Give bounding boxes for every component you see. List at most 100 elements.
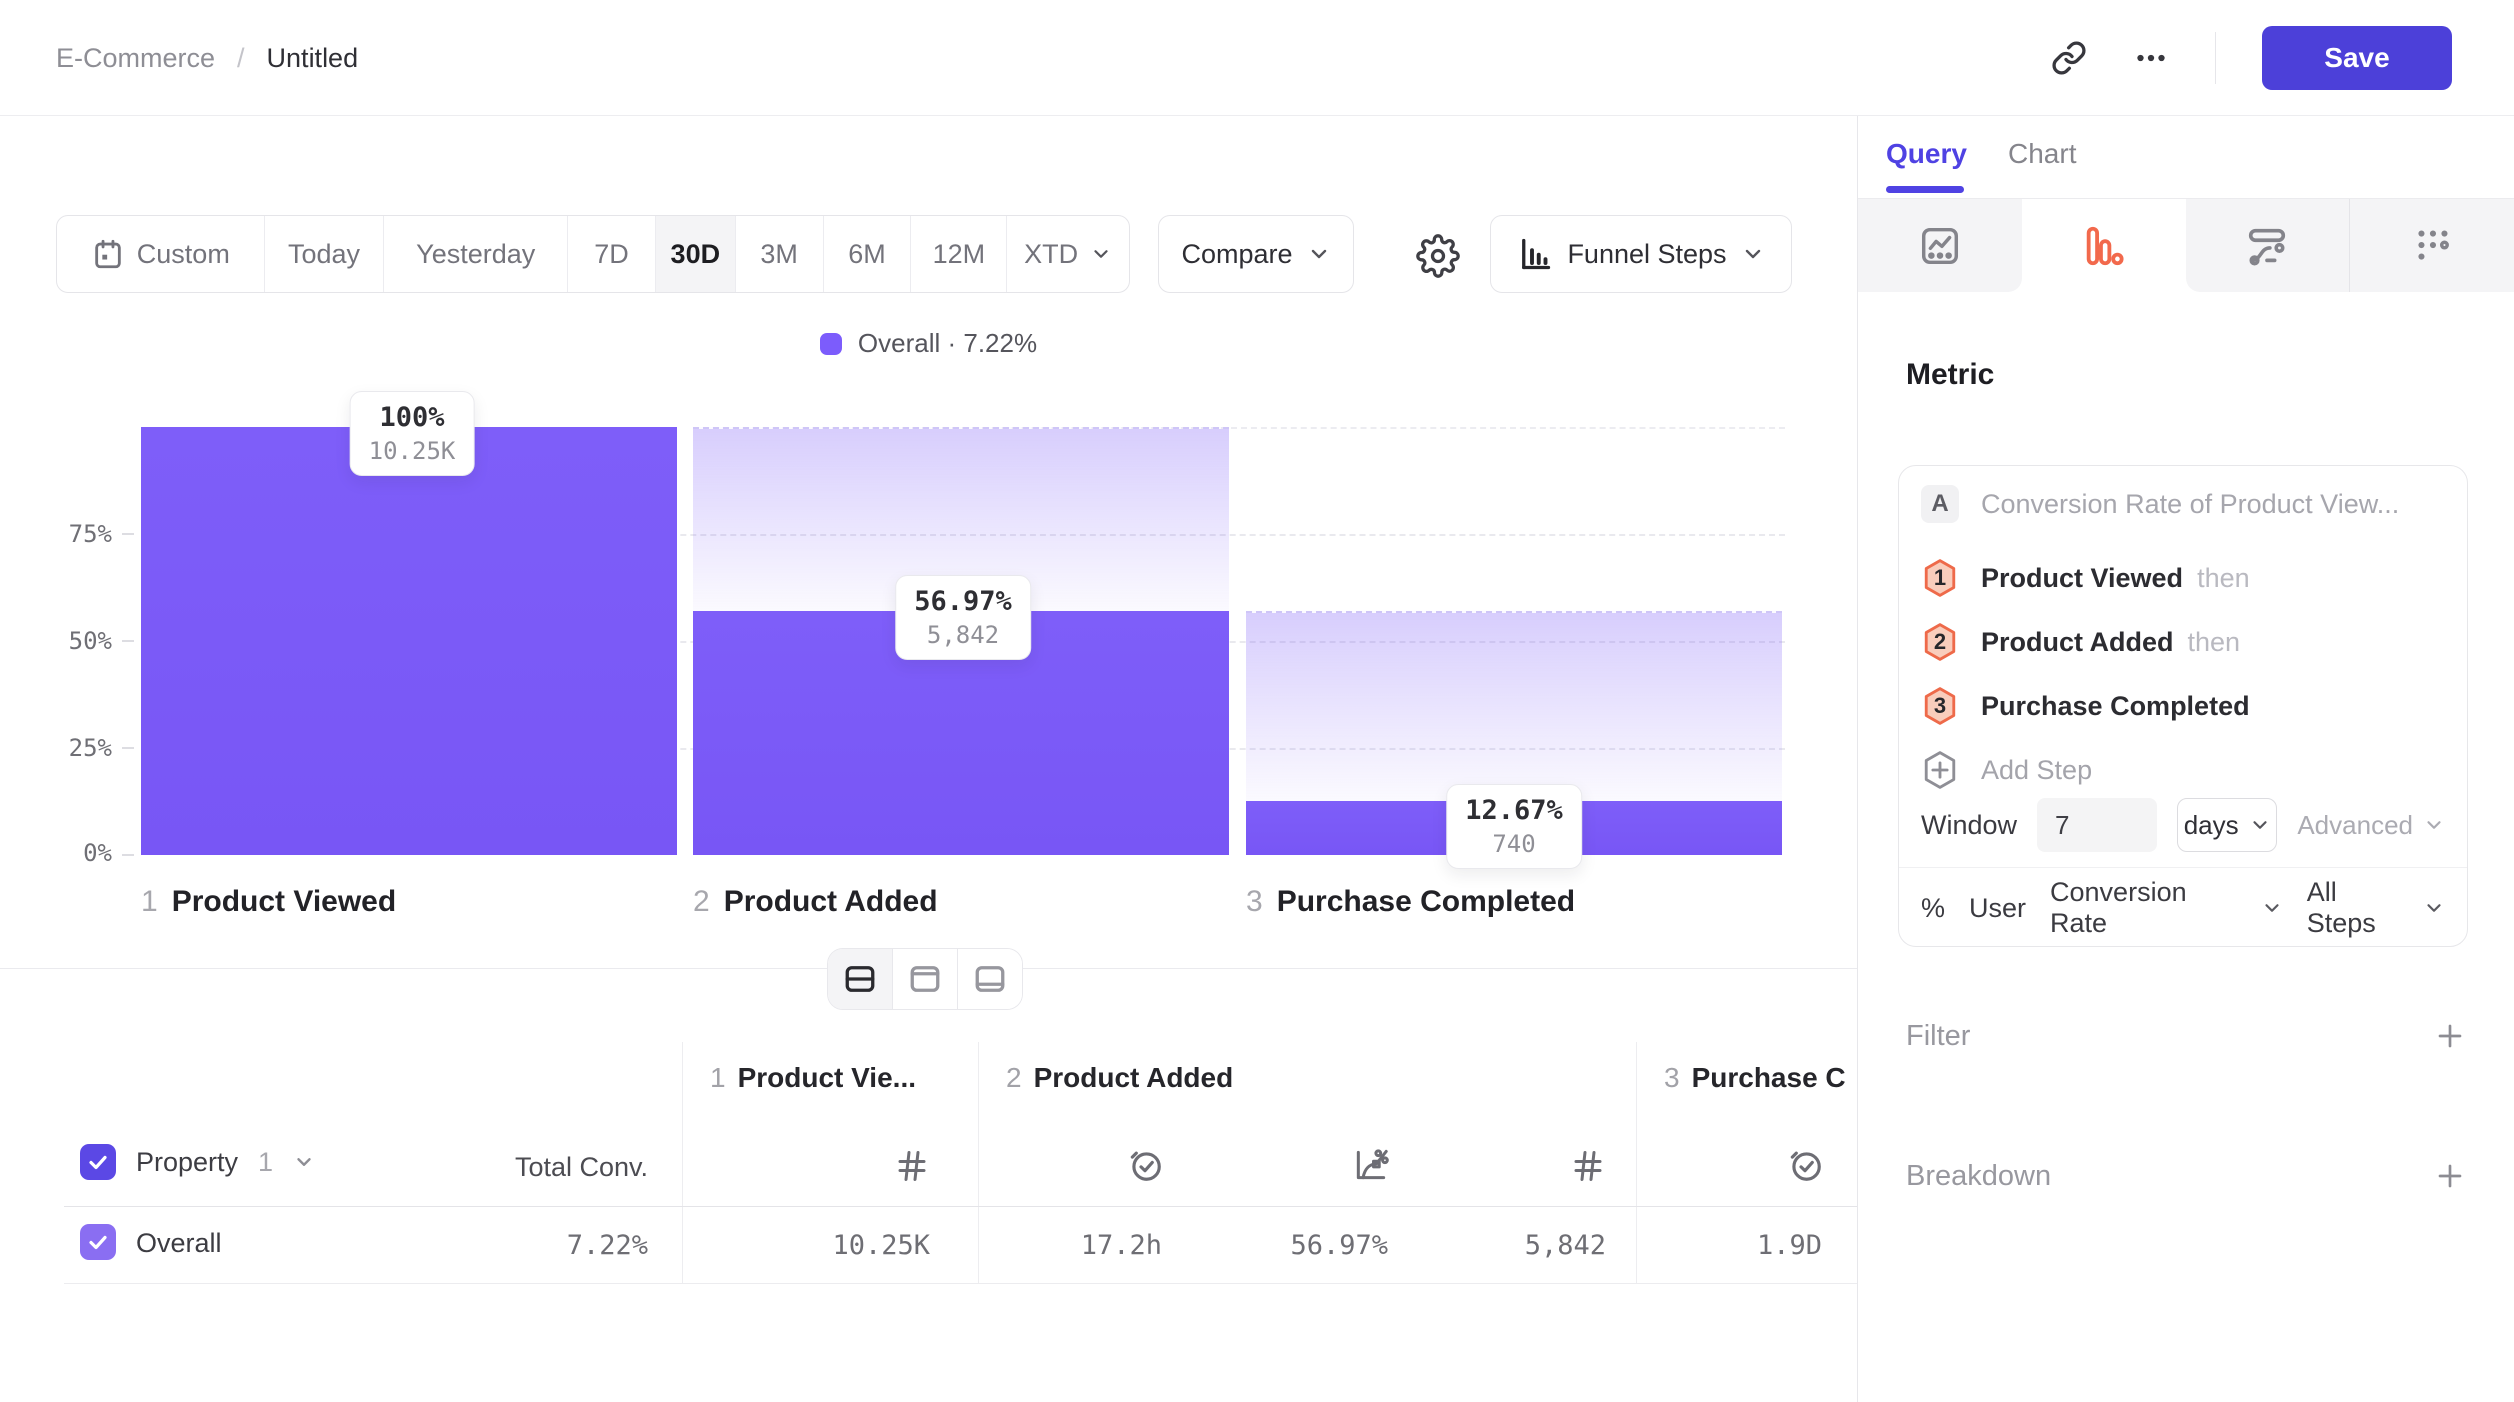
range-today[interactable]: Today [265,216,385,292]
advanced-toggle[interactable]: Advanced [2297,810,2445,841]
breadcrumb-parent[interactable]: E-Commerce [56,42,216,73]
funnel-bar-step1[interactable] [141,427,677,855]
chart-settings-button[interactable] [1410,228,1466,284]
chevron-down-icon [1741,242,1765,266]
cell-total-conv: 7.22% [566,1230,648,1261]
range-custom[interactable]: Custom [57,216,265,292]
measure-row: % User Conversion Rate All Steps [1921,877,2445,938]
layout-table-only-button[interactable] [958,949,1022,1009]
row-checkbox[interactable] [80,1224,116,1260]
breadcrumb-separator: / [237,42,245,73]
chevron-down-icon [2423,814,2445,836]
layout-split-button[interactable] [828,949,893,1009]
table-group-step2[interactable]: 2 Product Added [1006,1062,1233,1094]
measure-entity[interactable]: User [1969,892,2027,923]
compare-button[interactable]: Compare [1158,215,1354,293]
topbar-actions: Save [2051,0,2452,116]
group3-number: 3 [1664,1062,1680,1093]
layout-bottom-icon [971,961,1009,997]
property-selector[interactable]: Property 1 [80,1144,315,1180]
measure-metric-select[interactable]: Conversion Rate [2050,877,2283,939]
time-to-convert-icon[interactable] [1786,1146,1824,1184]
step-badge-number: 2 [1933,629,1947,654]
chart-legend[interactable]: Overall · 7.22% [0,328,1857,359]
line-chart-icon [1917,223,1963,269]
chart-type-flow-button[interactable] [2185,199,2350,292]
window-value-input[interactable] [2037,798,2158,852]
chart-type-line-button[interactable] [1858,199,2022,292]
breakdown-label: Breakdown [1906,1159,2052,1192]
add-step-button[interactable]: Add Step [1921,747,2445,793]
layout-toggle [827,948,1023,1010]
table-group-step1[interactable]: 1 Product Vie... [710,1062,916,1094]
range-3m[interactable]: 3M [736,216,824,292]
group1-number: 1 [710,1062,726,1093]
query-step2-then: then [2187,626,2241,657]
conversion-rate-chart-icon[interactable] [1352,1146,1390,1184]
chart-type-retention-button[interactable] [2349,199,2514,292]
measure-metric-label: Conversion Rate [2050,877,2187,938]
tab-chart[interactable]: Chart [2008,138,2077,169]
range-xtd[interactable]: XTD [1007,216,1129,292]
step1-conversion-pct: 100% [379,402,445,433]
range-12m[interactable]: 12M [911,216,1008,292]
breakdown-section: Breakdown [1906,1154,2466,1198]
time-to-convert-icon[interactable] [1126,1146,1164,1184]
series-name: Conversion Rate of Product View... [1981,488,2400,519]
step1-number: 1 [141,885,158,918]
measure-symbol[interactable]: % [1921,892,1946,923]
step-badge-number: 3 [1933,693,1947,718]
y-axis-tickmark [122,747,134,749]
x-axis-step1-label: 1 Product Viewed [141,885,396,919]
uniques-hash-icon[interactable] [1570,1148,1606,1184]
add-step-label: Add Step [1981,754,2093,785]
step-badge-hexagon: 1 [1921,557,1959,599]
chart-view-selector[interactable]: Funnel Steps [1490,215,1792,293]
calendar-icon [91,237,125,271]
group1-label: Product Vie... [737,1062,916,1093]
add-breakdown-button[interactable] [2434,1160,2466,1192]
chevron-down-icon [2261,897,2283,919]
ellipsis-icon [2133,40,2169,76]
link-icon [2051,40,2087,76]
range-7d[interactable]: 7D [568,216,656,292]
range-6m[interactable]: 6M [824,216,912,292]
date-range-segmented-control: Custom Today Yesterday 7D 30D 3M 6M 12M … [56,215,1130,293]
step3-conversion-pct: 12.67% [1465,795,1563,826]
layout-chart-only-button[interactable] [893,949,958,1009]
query-step-3[interactable]: 3 Purchase Completed [1921,683,2445,729]
filter-section: Filter [1906,1014,2466,1058]
breadcrumb-current[interactable]: Untitled [266,42,359,73]
total-conv-header[interactable]: Total Conv. [514,1152,648,1182]
table-group-step3[interactable]: 3 Purchase C [1664,1062,1857,1094]
measure-scope-select[interactable]: All Steps [2307,877,2445,939]
tab-query[interactable]: Query [1886,138,1967,169]
step-badge-hexagon: 3 [1921,685,1959,727]
group2-label: Product Added [1033,1062,1234,1093]
table-column-divider [682,1042,683,1283]
save-button[interactable]: Save [2262,26,2452,90]
query-step3-name: Purchase Completed [1981,690,2250,721]
query-step-2[interactable]: 2 Product Added then [1921,619,2445,665]
window-unit-select[interactable]: days [2177,798,2278,852]
range-yesterday[interactable]: Yesterday [384,216,569,292]
legend-swatch [819,332,842,355]
layout-split-icon [841,961,879,997]
range-30d-selected[interactable]: 30D [655,216,736,292]
row-label-overall[interactable]: Overall [136,1228,222,1258]
series-header[interactable]: A Conversion Rate of Product View... [1921,481,2445,527]
cell-step2-time: 17.2h [1080,1230,1162,1261]
more-options-button[interactable] [2133,40,2169,76]
add-filter-button[interactable] [2434,1020,2466,1052]
active-tab-indicator [1886,186,1964,193]
y-axis-tick-50: 50% [68,627,112,655]
select-all-checkbox[interactable] [80,1144,116,1180]
chevron-down-icon [293,1151,315,1173]
y-axis-tickmark [122,854,134,856]
step2-name: Product Added [723,885,938,918]
uniques-hash-icon[interactable] [894,1148,930,1184]
chart-type-funnel-button[interactable] [2021,199,2186,292]
y-axis-tick-25: 25% [68,734,112,762]
share-link-button[interactable] [2051,40,2087,76]
query-step-1[interactable]: 1 Product Viewed then [1921,555,2445,601]
